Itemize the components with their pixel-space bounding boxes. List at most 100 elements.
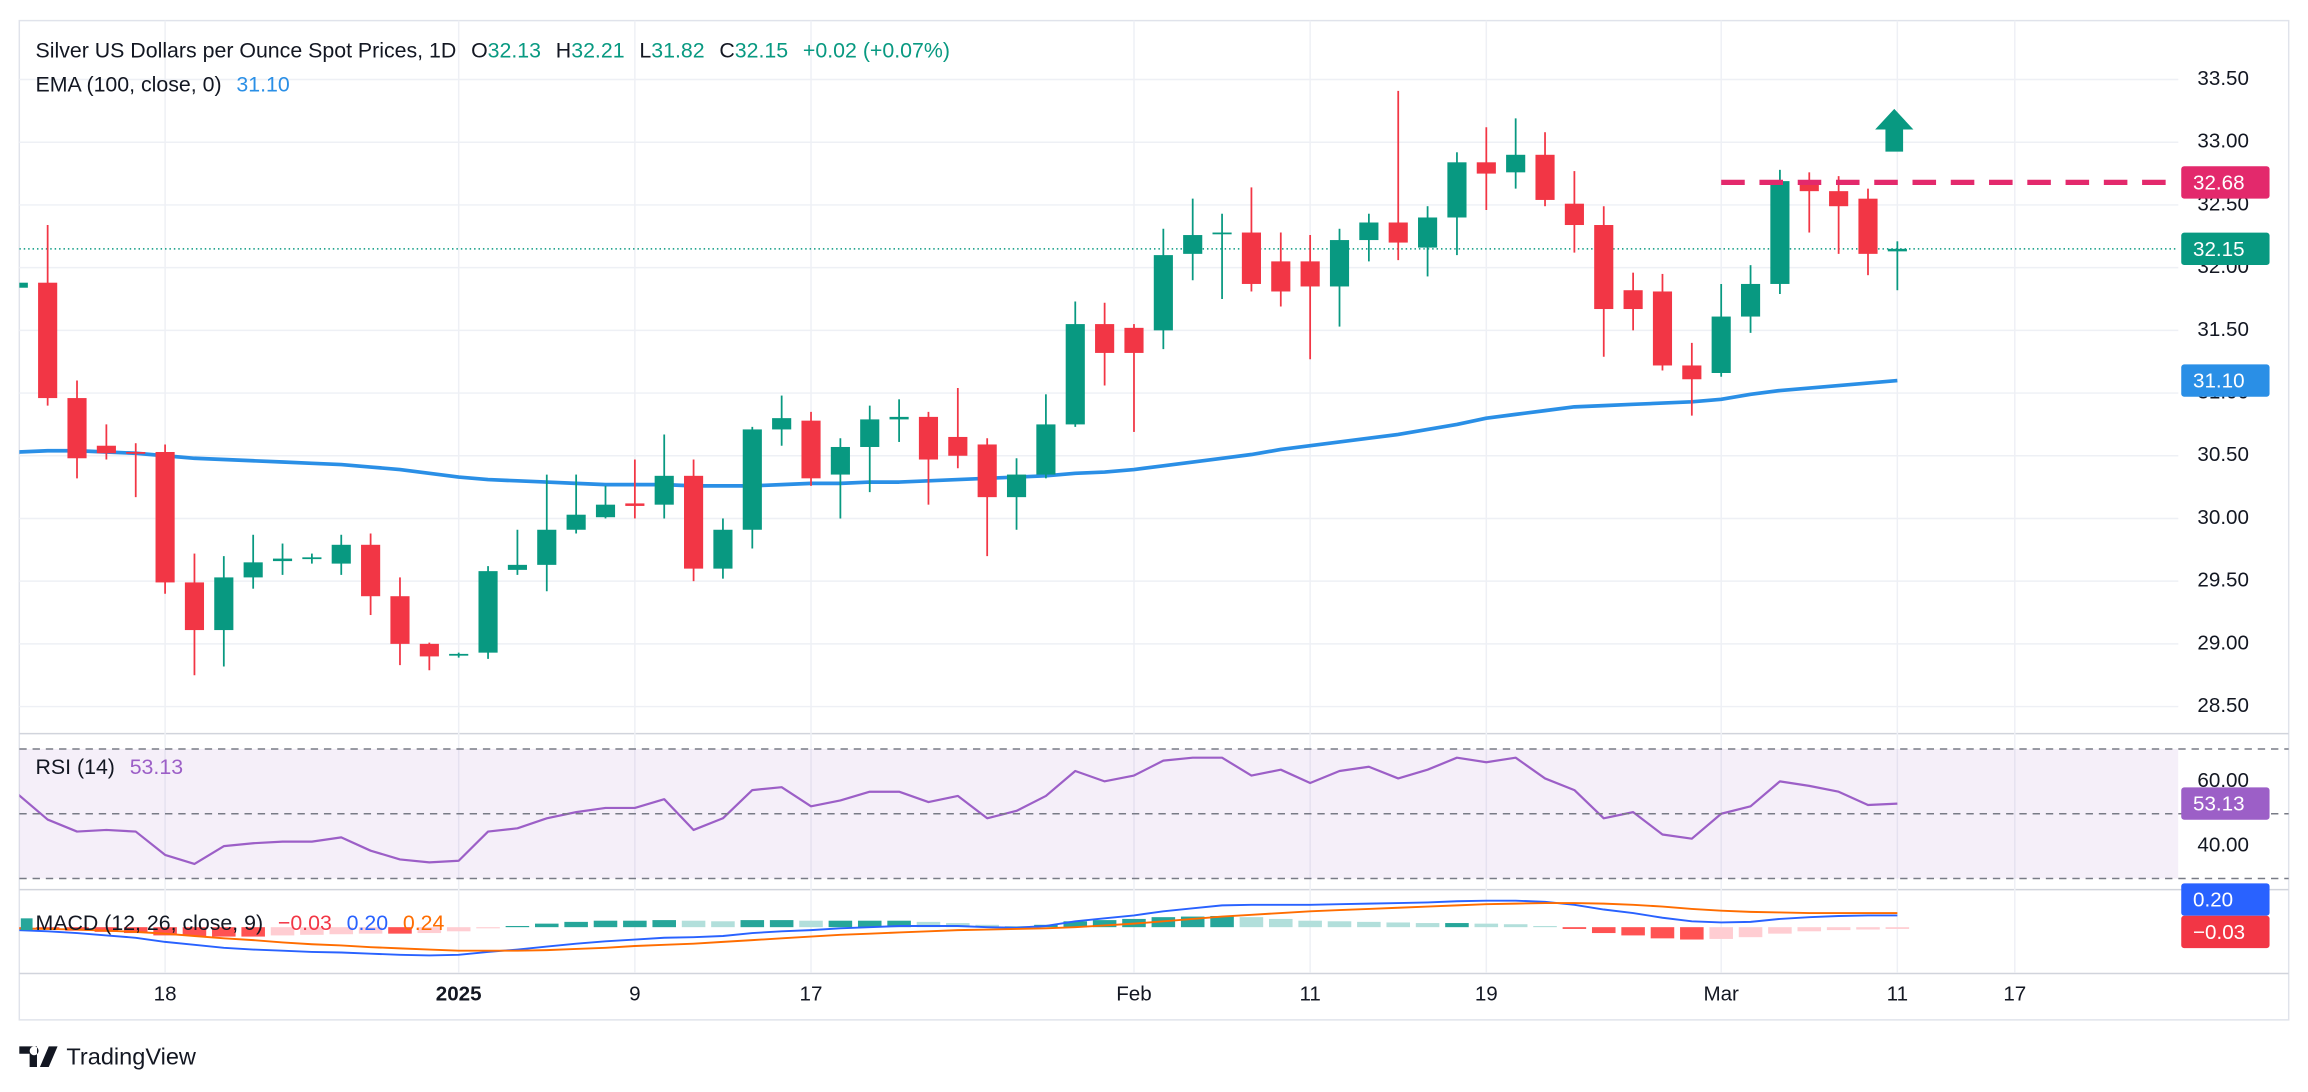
- histogram-bar: [681, 920, 706, 928]
- candle-body: [155, 451, 175, 583]
- histogram-bar: [446, 927, 471, 932]
- histogram-bar: [1445, 923, 1469, 928]
- candle-body: [67, 398, 87, 459]
- candle-body: [390, 596, 410, 644]
- resistance-badge: [2181, 166, 2270, 199]
- x-tick-label: 9: [629, 982, 640, 1005]
- histogram-bar: [916, 921, 941, 928]
- histogram-bar: [1591, 927, 1616, 934]
- candle-body: [1153, 255, 1173, 331]
- candle-body: [302, 557, 322, 560]
- candle-body: [654, 475, 674, 505]
- candle-body: [713, 529, 733, 569]
- candle-body: [184, 582, 205, 631]
- candle-body: [830, 446, 850, 475]
- histogram-bar: [94, 927, 119, 932]
- ohlc-key: C: [719, 38, 734, 62]
- histogram-bar: [740, 920, 765, 928]
- histogram-bar: [1004, 925, 1029, 928]
- y-tick-label: 60.00: [2197, 769, 2249, 792]
- legend-name: MACD (12, 26, close, 9): [36, 911, 264, 935]
- rsi-badge-label: 53.13: [2193, 793, 2245, 816]
- candle-body: [918, 416, 939, 460]
- ema-legend: EMA (100, close, 0) 31.10: [36, 72, 290, 96]
- rsi-legend: RSI (14) 53.13: [36, 755, 184, 779]
- candle-body: [1623, 290, 1643, 310]
- histogram-bar: [300, 927, 324, 935]
- legend-name: RSI (14): [36, 755, 115, 779]
- macd-badge-label: 0.20: [2193, 888, 2233, 911]
- histogram-bar: [270, 927, 295, 936]
- ohlc-key: H: [556, 38, 571, 62]
- histogram-bar: [1092, 920, 1117, 928]
- candle-body: [478, 571, 498, 653]
- candle-body: [1711, 316, 1731, 373]
- histogram-bar: [652, 920, 676, 928]
- histogram-bar: [887, 920, 911, 928]
- ohlc-key: L: [639, 38, 651, 62]
- signal-line: [19, 902, 1898, 952]
- candle-body: [625, 503, 645, 506]
- candle-body: [1388, 222, 1408, 243]
- y-tick-label: 33.00: [2197, 130, 2249, 153]
- candle-body: [595, 504, 616, 518]
- candle-body: [1183, 235, 1203, 254]
- candle-body: [19, 282, 28, 288]
- macd-badge: [2181, 883, 2270, 916]
- candle-body: [772, 418, 792, 430]
- candle-body: [1036, 424, 1056, 475]
- candle-body: [1124, 327, 1144, 353]
- ema-badge-label: 31.10: [2193, 369, 2245, 392]
- y-tick-label: 40.00: [2197, 834, 2249, 857]
- histogram-bar: [123, 927, 148, 934]
- candle-body: [449, 653, 469, 656]
- y-tick-label: 30.50: [2197, 443, 2249, 466]
- ohlc-value: 32.13: [488, 38, 541, 62]
- x-tick-label: 17: [800, 982, 823, 1005]
- up-arrow: [1875, 108, 1914, 152]
- macd-legend: MACD (12, 26, close, 9) −0.03 0.20 0.24: [36, 911, 445, 935]
- candle-body: [1447, 162, 1467, 218]
- candle-body: [1829, 191, 1849, 207]
- histogram-bar: [182, 927, 207, 936]
- histogram-bar: [476, 927, 500, 929]
- histogram-badge-label: −0.03: [2193, 921, 2245, 944]
- candle-body: [860, 419, 880, 447]
- macd-pane: [19, 899, 1910, 957]
- y-tick-label: 30.00: [2197, 506, 2249, 529]
- histogram-bar: [358, 927, 383, 934]
- ema-badge: [2181, 364, 2270, 397]
- histogram-bar: [564, 921, 588, 928]
- histogram-bar: [1768, 927, 1792, 934]
- candle-body: [684, 475, 704, 569]
- histogram-bar: [1180, 916, 1205, 928]
- histogram-bar: [417, 927, 442, 934]
- histogram-bar: [1503, 924, 1528, 928]
- y-tick-label: 33.50: [2197, 67, 2249, 90]
- legend-value: 31.10: [236, 72, 290, 96]
- candle-body: [331, 544, 351, 564]
- y-tick-label: 29.00: [2197, 631, 2249, 654]
- candle-body: [1887, 248, 1907, 252]
- ohlc-value: 31.82: [651, 38, 704, 62]
- resistance-badge-label: 32.68: [2193, 171, 2245, 194]
- histogram-bar: [975, 924, 999, 928]
- histogram-bar: [1562, 927, 1587, 929]
- histogram-bar: [828, 920, 853, 928]
- histogram-bar: [711, 921, 735, 928]
- histogram-bar: [1474, 923, 1499, 928]
- x-tick-label: 11: [1887, 982, 1908, 1005]
- candle-body: [1858, 198, 1878, 254]
- histogram-bar: [1298, 920, 1322, 928]
- candle-body: [1476, 162, 1496, 174]
- brand-logo: [19, 1046, 58, 1067]
- y-tick-label: 29.50: [2197, 569, 2249, 592]
- last-price-badge-label: 32.15: [2193, 238, 2245, 261]
- candle-body: [1212, 232, 1232, 235]
- histogram-bar: [1797, 927, 1822, 932]
- histogram-bar: [1856, 927, 1880, 930]
- legend-name: EMA (100, close, 0): [36, 72, 222, 96]
- ohlc-key: O: [471, 38, 488, 62]
- legend-value: 53.13: [130, 755, 183, 779]
- candle-body: [1535, 154, 1555, 200]
